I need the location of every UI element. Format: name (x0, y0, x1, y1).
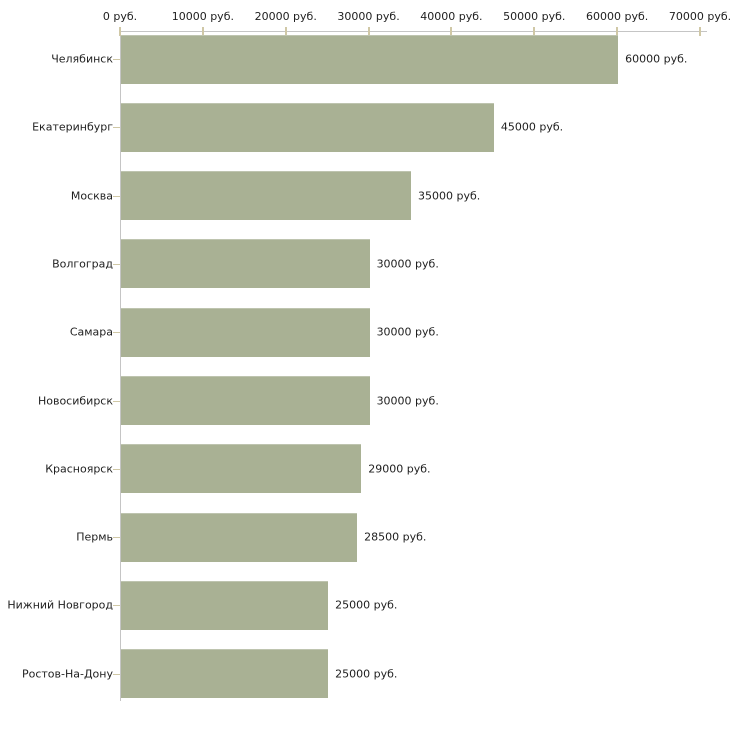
y-axis-tick-mark (113, 468, 120, 470)
x-axis-tick-mark (699, 27, 701, 36)
bar (121, 512, 358, 562)
x-axis-tick-label: 60000 руб. (586, 10, 649, 23)
y-axis-tick-mark (113, 400, 120, 402)
y-axis-tick-mark (113, 127, 120, 129)
y-axis-tick-mark (113, 195, 120, 197)
value-label: 35000 руб. (418, 189, 481, 203)
category-label: Нижний Новгород (7, 598, 113, 612)
value-label: 28500 руб. (364, 530, 427, 544)
bar (121, 580, 329, 630)
bar (121, 102, 494, 152)
x-axis-tick-label: 0 руб. (102, 10, 138, 23)
value-label: 60000 руб. (625, 52, 688, 66)
x-axis-tick-label: 10000 руб. (171, 10, 234, 23)
y-axis-tick-mark (113, 605, 120, 607)
x-axis-tick-mark (450, 27, 453, 36)
x-axis-tick-mark (201, 27, 204, 36)
category-label: Екатеринбург (32, 120, 113, 134)
category-label: Новосибирск (37, 394, 113, 407)
x-axis-tick-label: 40000 руб. (420, 10, 483, 23)
x-axis-tick-label: 30000 руб. (337, 10, 400, 23)
y-axis-line (120, 31, 121, 701)
x-axis-tick-label: 50000 руб. (503, 10, 566, 23)
y-axis-tick-mark (113, 332, 120, 334)
x-axis-tick-mark (616, 27, 619, 36)
y-axis-tick-mark (113, 263, 120, 265)
x-axis-tick-mark (119, 27, 121, 36)
value-label: 30000 руб. (376, 325, 439, 339)
y-axis-tick-mark (113, 59, 120, 60)
bar (121, 307, 370, 357)
bar (121, 239, 370, 289)
y-axis-tick-mark (113, 673, 120, 675)
x-axis-line (120, 31, 707, 32)
value-label: 30000 руб. (376, 394, 439, 407)
bar (121, 34, 619, 84)
y-axis-tick-mark (113, 537, 120, 539)
category-label: Красноярск (45, 462, 113, 476)
bar (121, 649, 329, 699)
x-axis-tick-mark (533, 27, 536, 36)
x-axis-tick-mark (284, 27, 287, 36)
x-axis-tick-label: 70000 руб. (668, 10, 730, 23)
category-label: Пермь (76, 530, 113, 544)
value-label: 30000 руб. (376, 257, 439, 271)
category-label: Самара (69, 325, 113, 339)
category-label: Ростов-На-Дону (21, 667, 113, 681)
x-axis-tick-mark (367, 27, 370, 36)
x-axis-tick-label: 20000 руб. (254, 10, 317, 23)
value-label: 45000 руб. (500, 120, 564, 134)
bar (121, 376, 370, 425)
category-label: Волгоград (52, 257, 113, 271)
value-label: 29000 руб. (368, 462, 431, 476)
bar (121, 171, 411, 221)
category-label: Москва (70, 189, 113, 203)
value-label: 25000 руб. (335, 598, 398, 612)
category-label: Челябинск (51, 52, 113, 66)
value-label: 25000 руб. (335, 667, 398, 681)
bar (121, 444, 362, 494)
